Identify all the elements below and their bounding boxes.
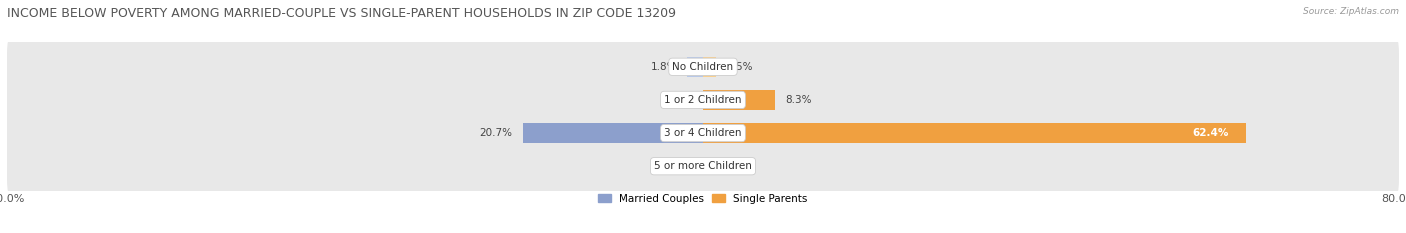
Text: 3 or 4 Children: 3 or 4 Children <box>664 128 742 138</box>
Text: 1.8%: 1.8% <box>651 62 676 72</box>
Bar <box>703 123 1246 143</box>
Text: Source: ZipAtlas.com: Source: ZipAtlas.com <box>1303 7 1399 16</box>
Text: No Children: No Children <box>672 62 734 72</box>
Text: 0.0%: 0.0% <box>713 161 740 171</box>
Text: 1.5%: 1.5% <box>727 62 754 72</box>
Bar <box>703 57 716 77</box>
Bar <box>688 57 703 77</box>
Legend: Married Couples, Single Parents: Married Couples, Single Parents <box>599 194 807 204</box>
FancyBboxPatch shape <box>7 136 1399 196</box>
FancyBboxPatch shape <box>7 103 1399 163</box>
Text: 1 or 2 Children: 1 or 2 Children <box>664 95 742 105</box>
Text: INCOME BELOW POVERTY AMONG MARRIED-COUPLE VS SINGLE-PARENT HOUSEHOLDS IN ZIP COD: INCOME BELOW POVERTY AMONG MARRIED-COUPL… <box>7 7 676 20</box>
Text: 8.3%: 8.3% <box>786 95 813 105</box>
Bar <box>703 90 775 110</box>
Text: 0.0%: 0.0% <box>666 95 693 105</box>
FancyBboxPatch shape <box>7 37 1399 97</box>
FancyBboxPatch shape <box>7 70 1399 130</box>
Text: 0.0%: 0.0% <box>666 161 693 171</box>
Text: 62.4%: 62.4% <box>1192 128 1229 138</box>
Text: 20.7%: 20.7% <box>479 128 512 138</box>
Bar <box>523 123 703 143</box>
Text: 5 or more Children: 5 or more Children <box>654 161 752 171</box>
